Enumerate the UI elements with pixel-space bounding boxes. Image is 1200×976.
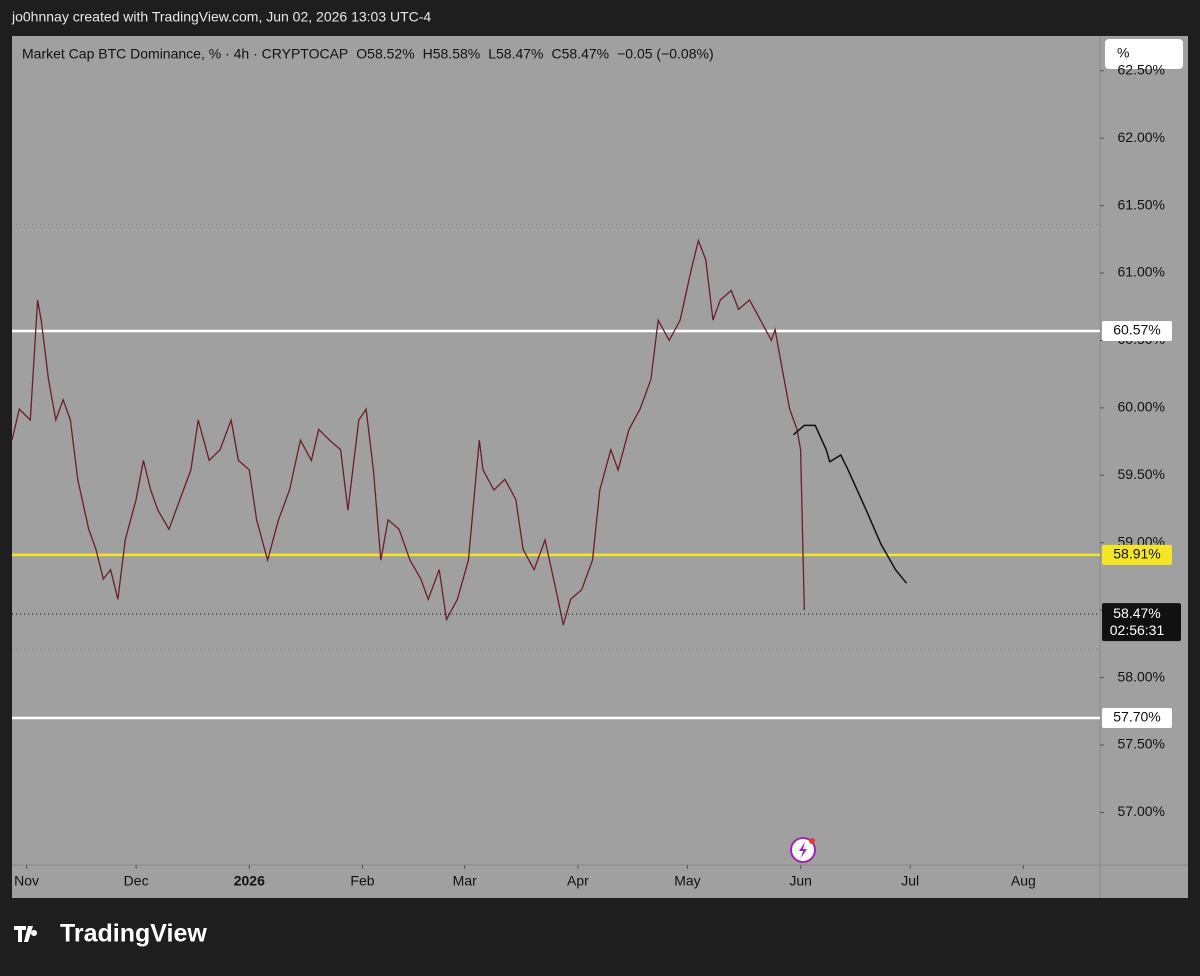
scale-button[interactable]: [1105, 39, 1183, 69]
y-tick-label: 58.00%: [1118, 668, 1165, 684]
legend: Market Cap BTC Dominance, % · 4h · CRYPT…: [22, 46, 714, 62]
price-tag: [1102, 603, 1181, 642]
level-tag: [1102, 320, 1172, 341]
level-tag: [1102, 544, 1172, 565]
x-tick-label: 2026: [234, 873, 265, 889]
level-label: 58.91%: [1113, 546, 1160, 562]
footer-brand: TradingView: [60, 920, 207, 948]
price-line: [11, 238, 805, 626]
x-tick-label: Apr: [567, 873, 589, 889]
y-tick-label: 57.00%: [1118, 803, 1165, 819]
legend-item: H58.58%: [423, 46, 481, 62]
x-tick-label: Feb: [350, 873, 374, 889]
x-tick-label: Aug: [1011, 873, 1036, 889]
x-tick-label: Mar: [453, 873, 477, 889]
y-tick-label: 59.50%: [1118, 466, 1165, 482]
event-icon: [790, 837, 816, 863]
legend-item: L58.47%: [488, 46, 543, 62]
level-label: 57.70%: [1113, 709, 1160, 725]
x-tick-label: Jun: [789, 873, 812, 889]
level-tag: [1102, 708, 1172, 729]
price-label: 58.47%: [1113, 605, 1160, 621]
x-tick-label: Dec: [124, 873, 149, 889]
legend-item: −0.05 (−0.08%): [617, 46, 714, 62]
x-tick-label: May: [674, 873, 700, 889]
scale-button-label[interactable]: %: [1117, 45, 1129, 61]
x-tick-label: Nov: [14, 873, 39, 889]
legend-item: Market Cap BTC Dominance, % · 4h · CRYPT…: [22, 46, 348, 62]
panel: [12, 36, 1188, 898]
projection-line: [792, 424, 908, 584]
y-tick-label: 60.00%: [1118, 399, 1165, 415]
y-tick-label: 57.50%: [1118, 736, 1165, 752]
header: jo0hnnay created with TradingView.com, J…: [11, 9, 431, 25]
x-tick-label: Jul: [901, 873, 919, 889]
logo: [14, 926, 38, 942]
legend-item: O58.52%: [356, 46, 414, 62]
y-tick-label: 62.00%: [1118, 129, 1165, 145]
legend-item: C58.47%: [552, 46, 610, 62]
y-tick-label: 62.50%: [1118, 61, 1165, 77]
y-tick-label: 61.50%: [1118, 196, 1165, 212]
countdown: 02:56:31: [1110, 622, 1165, 638]
level-label: 60.57%: [1113, 322, 1160, 338]
y-tick-label: 61.00%: [1118, 264, 1165, 280]
